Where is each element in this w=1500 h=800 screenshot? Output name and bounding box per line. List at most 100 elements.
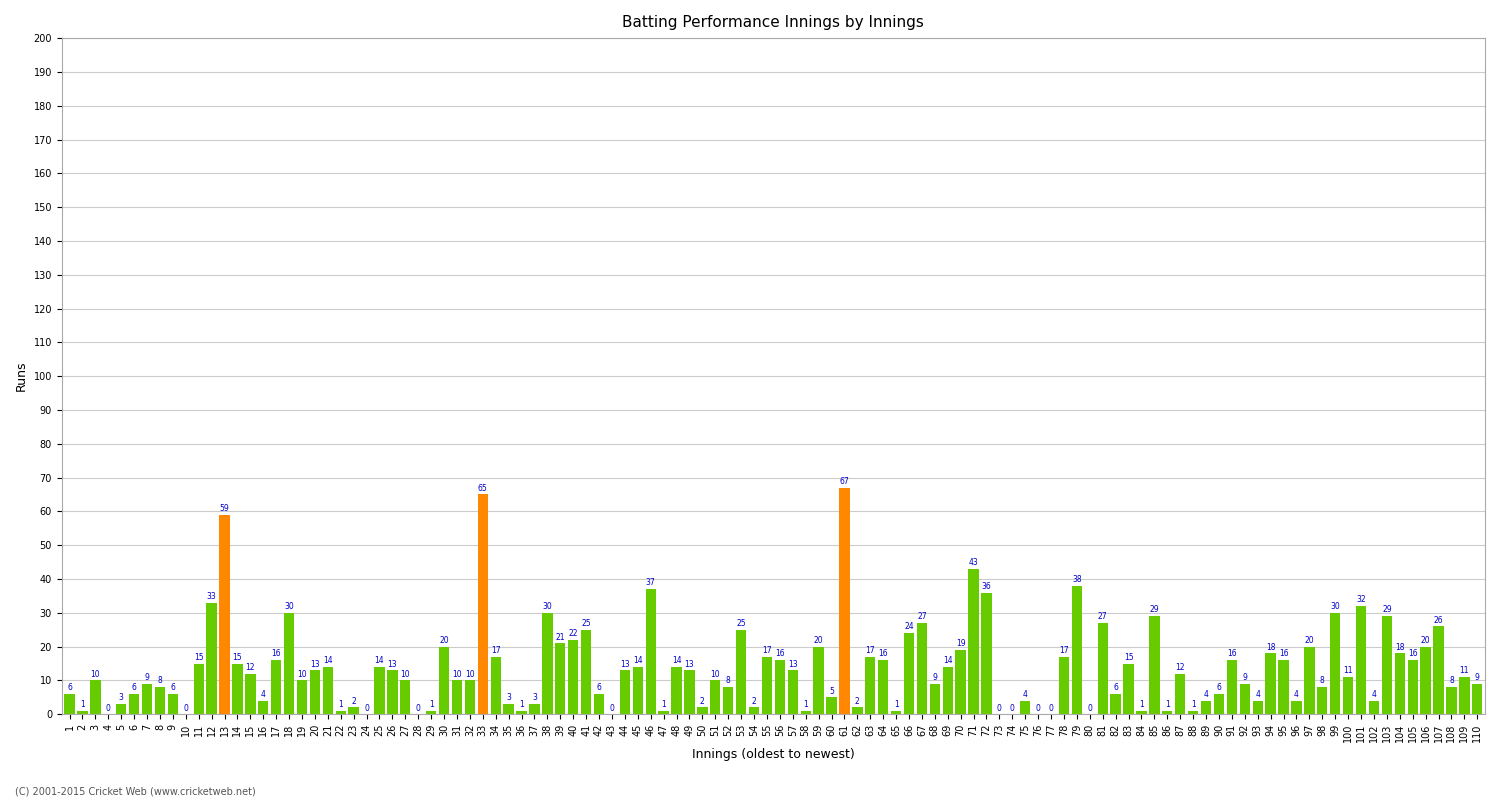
Bar [465,681,476,714]
Text: 5: 5 [830,686,834,696]
Bar [840,488,849,714]
Text: 1: 1 [1191,700,1196,709]
Bar [258,701,268,714]
Bar [1395,654,1406,714]
Text: 29: 29 [1382,606,1392,614]
Text: 10: 10 [711,670,720,678]
Text: 38: 38 [1072,575,1082,584]
Bar [440,646,448,714]
Text: 0: 0 [1035,703,1041,713]
Text: 4: 4 [1256,690,1260,699]
Text: 30: 30 [1330,602,1340,611]
Text: 17: 17 [490,646,501,655]
Bar [400,681,411,714]
Text: 8: 8 [1449,677,1454,686]
Bar [568,640,579,714]
Bar [1071,586,1082,714]
Text: 4: 4 [1023,690,1028,699]
Text: 27: 27 [916,612,927,622]
Bar [891,711,902,714]
Text: 6: 6 [597,683,602,692]
Bar [904,633,914,714]
Text: 2: 2 [351,697,355,706]
Bar [916,623,927,714]
Bar [620,670,630,714]
Text: 22: 22 [568,629,578,638]
Text: 16: 16 [1227,650,1236,658]
Bar [490,657,501,714]
Text: 19: 19 [956,639,966,648]
Bar [1098,623,1108,714]
Bar [1342,677,1353,714]
Bar [477,494,488,714]
Bar [684,670,694,714]
Text: 16: 16 [272,650,280,658]
Bar [1370,701,1378,714]
Text: 10: 10 [297,670,307,678]
Text: 10: 10 [400,670,410,678]
Text: 9: 9 [144,673,150,682]
Title: Batting Performance Innings by Innings: Batting Performance Innings by Innings [622,15,924,30]
Bar [232,663,243,714]
Text: 14: 14 [375,656,384,666]
Bar [142,684,152,714]
Text: 0: 0 [998,703,1002,713]
Bar [930,684,940,714]
Bar [1434,626,1443,714]
Bar [1420,646,1431,714]
Text: 20: 20 [1305,636,1314,645]
Bar [168,694,178,714]
Bar [1382,616,1392,714]
Bar [194,663,204,714]
Text: 18: 18 [1266,642,1275,652]
Bar [723,687,734,714]
Bar [865,657,876,714]
Bar [658,711,669,714]
Text: 10: 10 [90,670,101,678]
Bar [762,657,772,714]
Text: 0: 0 [1010,703,1016,713]
Bar [774,660,784,714]
Bar [981,593,992,714]
Bar [969,569,978,714]
Text: 24: 24 [904,622,914,631]
Bar [78,711,87,714]
Bar [748,707,759,714]
Text: 1: 1 [519,700,524,709]
Bar [942,667,952,714]
Bar [426,711,436,714]
Bar [219,514,230,714]
Text: 20: 20 [1420,636,1431,645]
Bar [1149,616,1160,714]
Bar [309,670,320,714]
Text: 4: 4 [1371,690,1377,699]
Bar [154,687,165,714]
Text: 59: 59 [219,504,230,513]
Bar [336,711,346,714]
Bar [1174,674,1185,714]
Bar [827,698,837,714]
Text: 67: 67 [840,477,849,486]
Text: 18: 18 [1395,642,1404,652]
Text: 13: 13 [310,659,320,669]
Text: 13: 13 [788,659,798,669]
Bar [813,646,824,714]
Bar [698,707,708,714]
Bar [297,681,307,714]
Bar [710,681,720,714]
Text: 15: 15 [1124,653,1134,662]
Bar [348,707,358,714]
Bar [956,650,966,714]
Text: 0: 0 [106,703,111,713]
Text: 32: 32 [1356,595,1366,604]
Text: 3: 3 [532,694,537,702]
Bar [504,704,515,714]
Bar [244,674,255,714]
Text: 1: 1 [894,700,898,709]
X-axis label: Innings (oldest to newest): Innings (oldest to newest) [692,748,855,761]
Text: 3: 3 [118,694,123,702]
Text: 0: 0 [1048,703,1053,713]
Text: 3: 3 [506,694,512,702]
Text: 8: 8 [1320,677,1324,686]
Text: 1: 1 [339,700,344,709]
